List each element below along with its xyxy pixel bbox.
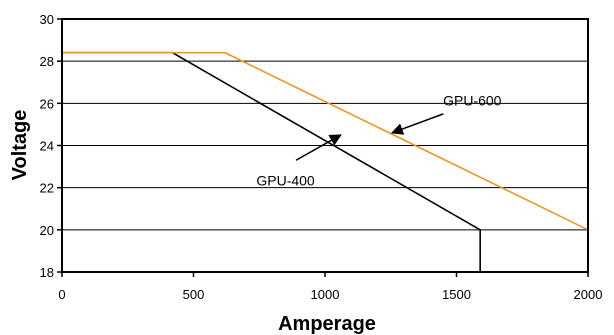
y-tick-label: 26: [40, 96, 54, 111]
x-tick-labels: 0 500 1000 1500 2000: [58, 272, 602, 302]
gridlines: [62, 60, 588, 231]
series-layer: [62, 51, 589, 272]
y-tick-label: 18: [40, 265, 54, 280]
annotation-label: GPU-400: [256, 173, 315, 189]
x-axis-title: Amperage: [278, 313, 376, 335]
x-tick-label: 2000: [574, 287, 603, 302]
x-tick-label: 1500: [442, 287, 471, 302]
y-tick-label: 28: [40, 54, 54, 69]
annotation-label: GPU-600: [443, 92, 502, 108]
y-tick-label: 30: [40, 12, 54, 27]
annotations: GPU-400 GPU-600: [256, 92, 501, 188]
y-axis-title: Voltage: [9, 110, 31, 181]
x-tick-label: 0: [58, 287, 65, 302]
y-tick-label: 24: [40, 139, 54, 154]
annotation-arrow: [295, 134, 342, 161]
x-tick-label: 500: [183, 287, 205, 302]
series-line-2: [62, 51, 589, 272]
y-tick-labels: 18 20 22 24 26 28 30: [40, 12, 62, 280]
y-tick-label: 22: [40, 181, 54, 196]
y-tick-label: 20: [40, 223, 54, 238]
annotation-arrow: [390, 113, 444, 135]
x-tick-label: 1000: [311, 287, 340, 302]
series-line-1: [62, 51, 481, 272]
